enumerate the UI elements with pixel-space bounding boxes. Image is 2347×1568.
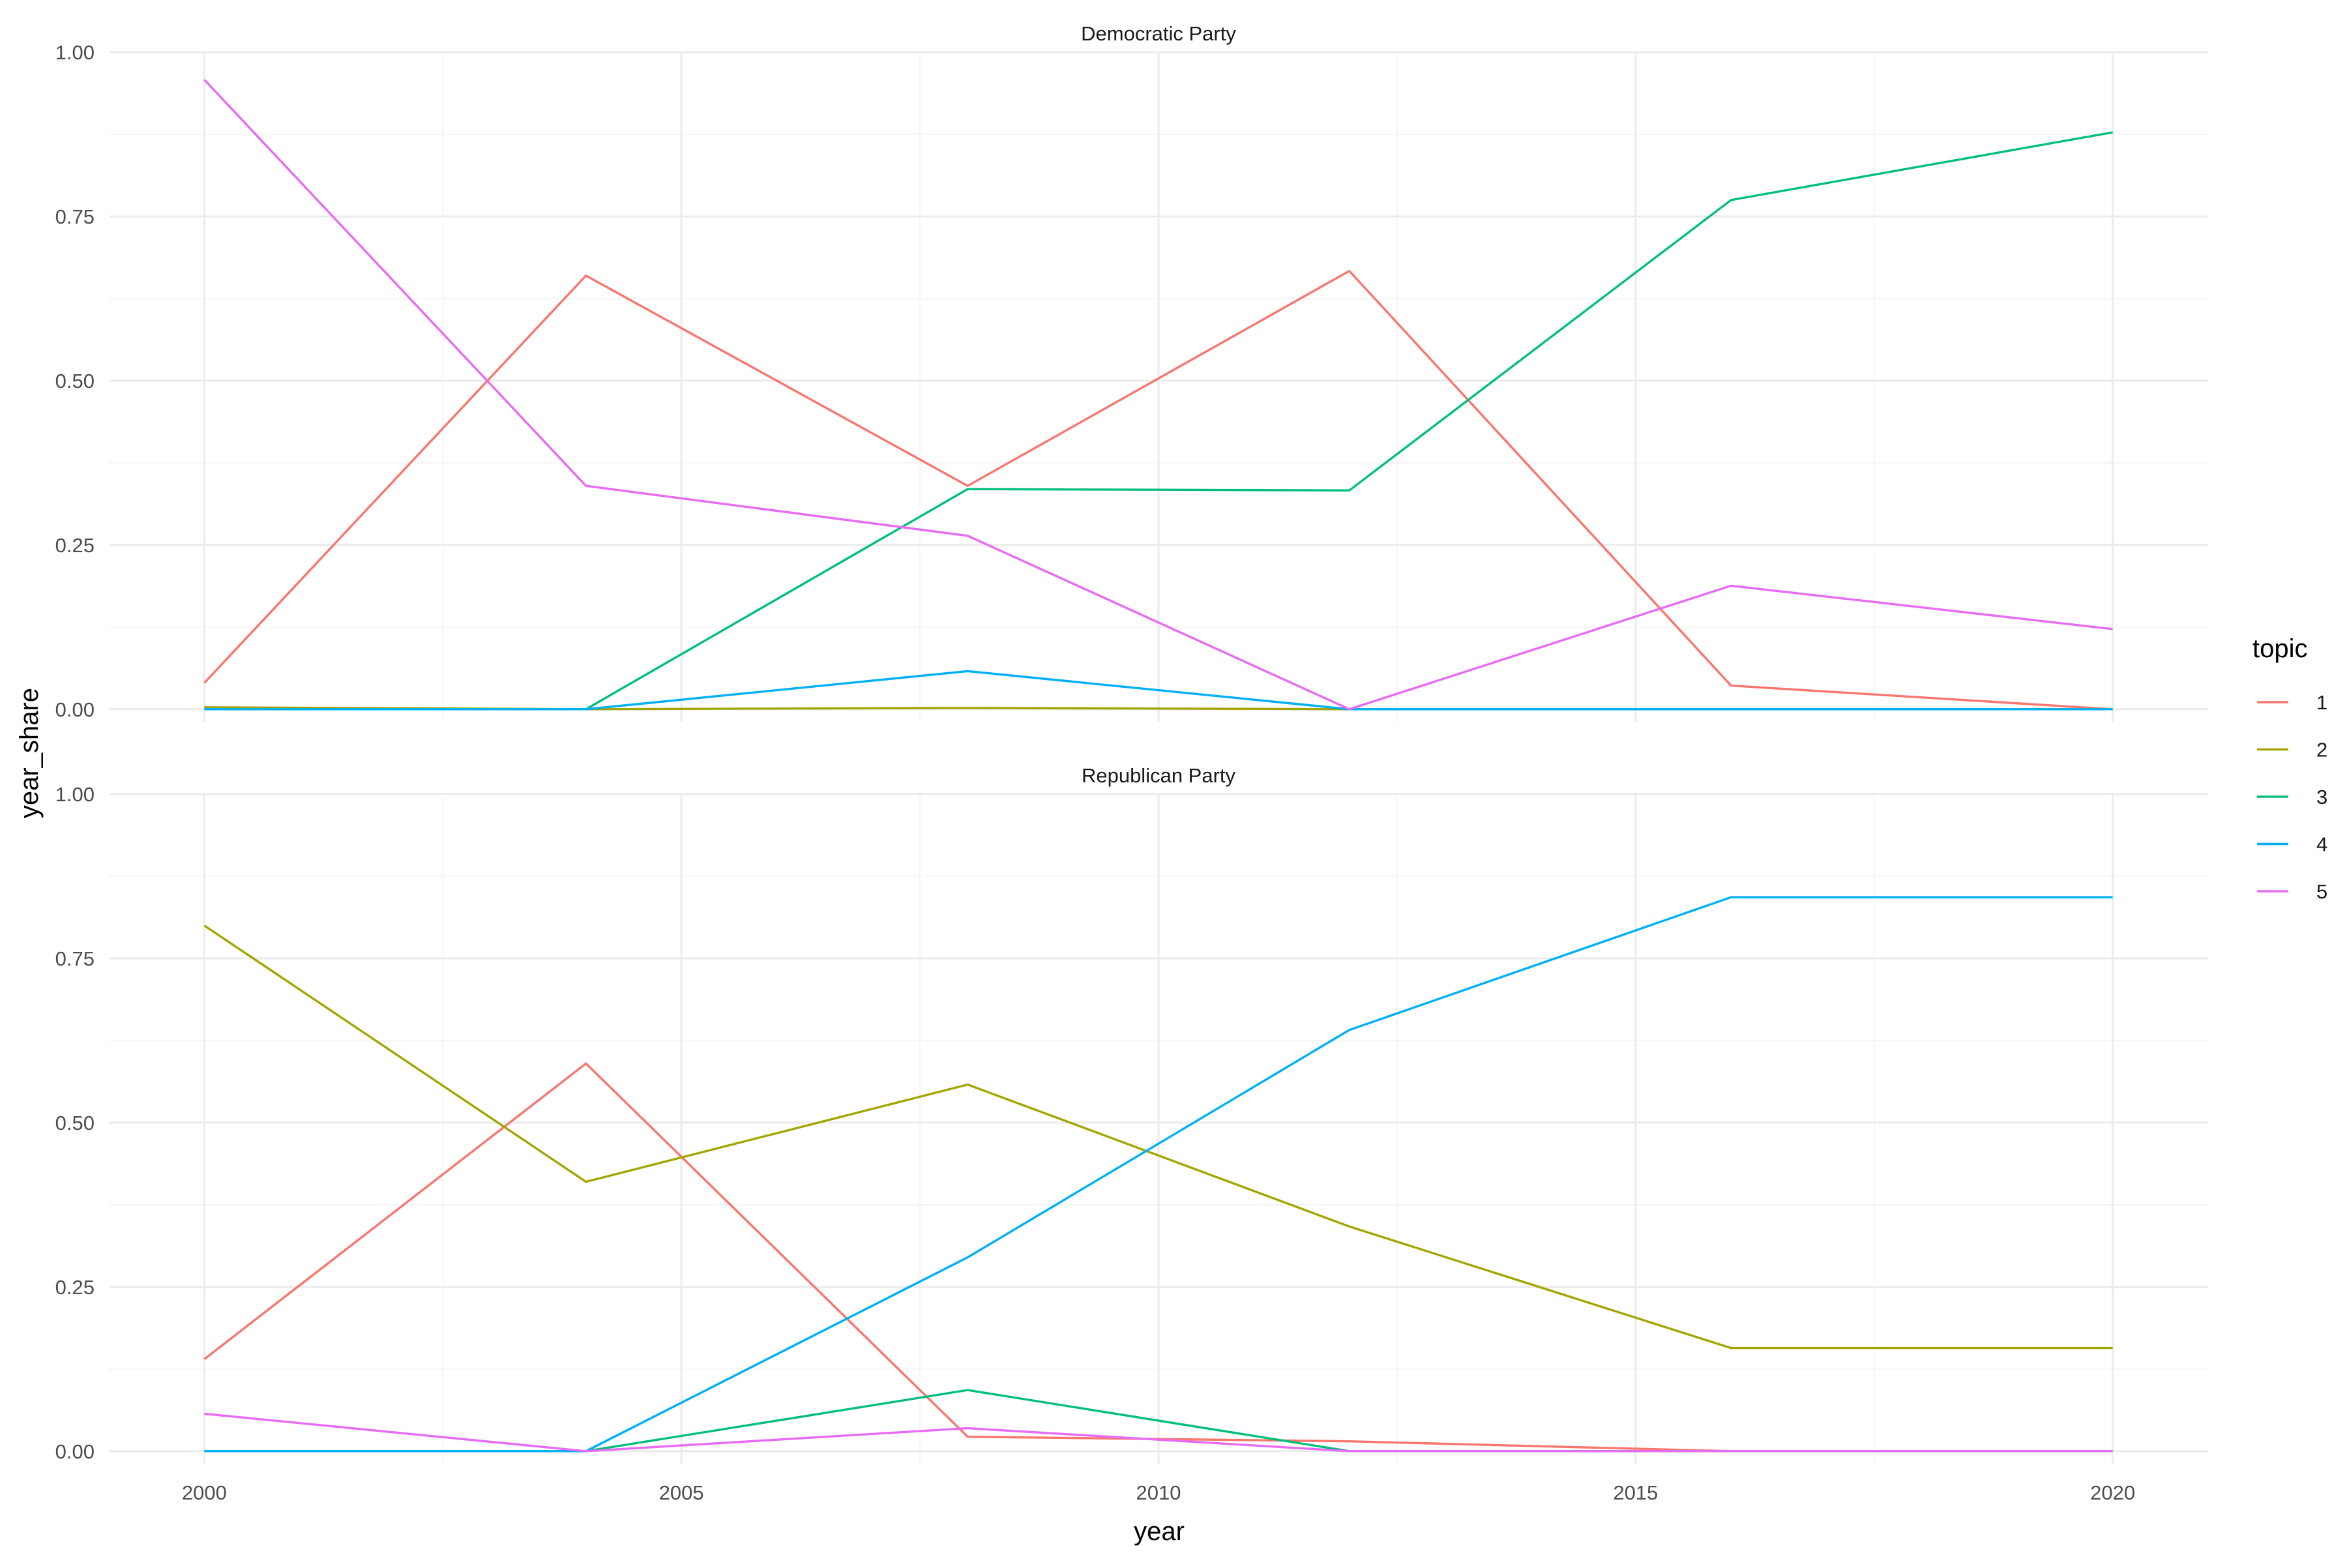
x-tick-label: 2010 [1136, 1481, 1181, 1504]
x-axis: 2000 2005 2010 2015 2020 [182, 1481, 2135, 1504]
y-tick-label: 0.00 [55, 698, 95, 721]
facet-title: Democratic Party [1081, 22, 1236, 45]
x-tick-label: 2020 [2090, 1481, 2135, 1504]
x-tick-label: 2000 [182, 1481, 227, 1504]
legend-label-topic-4: 4 [2316, 833, 2327, 856]
y-tick-label: 0.25 [55, 534, 95, 557]
y-tick-label: 0.75 [55, 205, 95, 228]
y-tick-label: 1.00 [55, 783, 95, 806]
legend-label-topic-5: 5 [2316, 880, 2327, 903]
legend-title: topic [2252, 634, 2308, 663]
series-line-topic-5 [204, 1412, 2113, 1453]
series-line-topic-5 [203, 79, 2113, 711]
y-tick-label: 0.50 [55, 1112, 95, 1134]
x-axis-title: year [1134, 1517, 1185, 1546]
legend-label-topic-3: 3 [2316, 786, 2327, 808]
facet-panel-2: 0.00 0.25 0.50 0.75 1.00 Republican Party [55, 764, 2208, 1464]
y-tick-label: 0.00 [55, 1440, 95, 1463]
series-line-topic-1 [203, 269, 2113, 711]
x-tick-label: 2005 [659, 1481, 704, 1504]
y-tick-label: 0.50 [55, 370, 95, 392]
y-axis-title: year_share [15, 688, 44, 818]
series-line-topic-4 [204, 896, 2113, 1453]
y-tick-label: 0.75 [55, 947, 95, 970]
x-tick-label: 2015 [1613, 1481, 1658, 1504]
facet-title: Republican Party [1082, 764, 1236, 787]
series-line-topic-2 [203, 925, 2113, 1350]
y-tick-label: 1.00 [55, 41, 95, 64]
facet-panel-1: 0.00 0.25 0.50 0.75 1.00 Democratic Party [55, 22, 2208, 722]
legend-label-topic-2: 2 [2316, 739, 2327, 762]
legend-label-topic-1: 1 [2316, 691, 2327, 714]
series-line-topic-4 [204, 670, 2113, 711]
y-tick-label: 0.25 [55, 1276, 95, 1299]
legend: topic 1 2 3 4 5 [2252, 634, 2327, 903]
